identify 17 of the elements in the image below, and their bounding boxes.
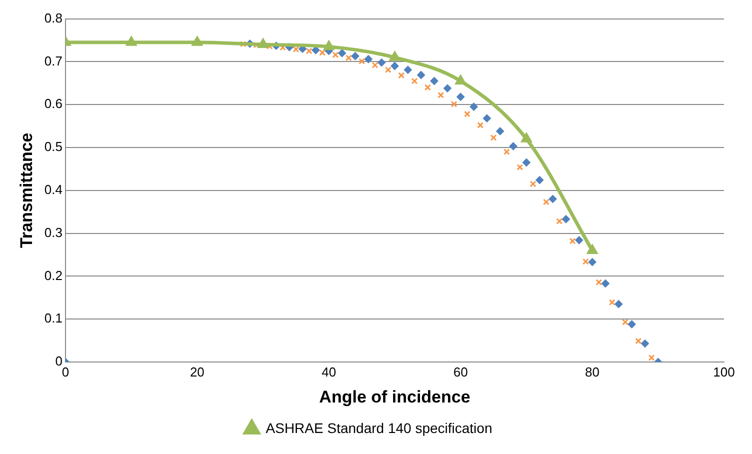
x-axis-title: Angle of incidence	[319, 387, 470, 406]
y-tick-label: 0.2	[44, 268, 62, 283]
x-tick-label: 40	[322, 364, 336, 380]
x-tick-label: 100	[713, 364, 735, 380]
x-tick-label: 80	[585, 364, 600, 380]
y-tick-label: 0.3	[44, 224, 62, 240]
y-tick-label: 0	[55, 354, 62, 369]
x-tick-label: 20	[190, 364, 204, 380]
y-tick-label: 0.4	[44, 182, 62, 197]
y-tick-label: 0.1	[44, 310, 62, 326]
y-axis-title: Transmittance	[16, 132, 36, 248]
legend-label: ASHRAE Standard 140 specification	[266, 420, 492, 436]
y-tick-label: 0.8	[44, 10, 62, 26]
y-tick-label: 0.7	[44, 53, 62, 68]
y-tick-label: 0.6	[44, 96, 62, 112]
x-tick-label: 60	[453, 364, 468, 380]
y-tick-label: 0.5	[44, 139, 62, 154]
